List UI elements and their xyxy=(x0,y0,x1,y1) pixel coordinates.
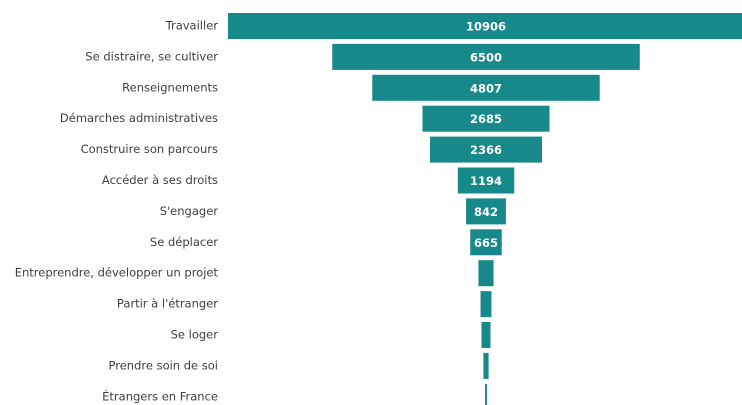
category-label: Se distraire, se cultiver xyxy=(85,49,218,63)
category-label: Prendre soin de soi xyxy=(109,358,219,372)
category-label: Construire son parcours xyxy=(81,142,218,156)
value-label: 2366 xyxy=(470,143,502,157)
funnel-bar xyxy=(478,260,494,287)
funnel-bar xyxy=(466,198,506,225)
category-label: Travailler xyxy=(165,19,219,33)
funnel-bar xyxy=(422,105,550,132)
funnel-bar xyxy=(332,43,640,70)
funnel-bar xyxy=(481,322,491,348)
value-label: 665 xyxy=(474,236,498,250)
category-label: Se loger xyxy=(171,328,219,342)
funnel-bar xyxy=(470,229,502,256)
funnel-bar xyxy=(457,167,515,194)
funnel-bar xyxy=(228,13,742,39)
funnel-bar xyxy=(483,352,489,379)
category-label: Renseignements xyxy=(122,80,218,94)
funnel-bar xyxy=(485,383,487,405)
category-label: S'engager xyxy=(160,204,219,218)
category-label: Étrangers en France xyxy=(102,388,218,403)
value-label: 10906 xyxy=(466,20,506,34)
category-label: Entreprendre, développer un projet xyxy=(15,266,219,280)
value-label: 1194 xyxy=(470,174,502,188)
value-label: 842 xyxy=(474,205,498,219)
funnel-bar xyxy=(480,291,492,318)
category-label: Accéder à ses droits xyxy=(102,173,218,187)
funnel-bar xyxy=(372,74,600,101)
funnel-bar xyxy=(430,136,542,163)
value-label: 6500 xyxy=(470,50,502,64)
category-label: Partir à l'étranger xyxy=(117,297,218,311)
category-label: Se déplacer xyxy=(150,235,218,249)
value-label: 2685 xyxy=(470,112,502,126)
category-label: Démarches administratives xyxy=(60,111,218,125)
value-label: 4807 xyxy=(470,81,502,95)
